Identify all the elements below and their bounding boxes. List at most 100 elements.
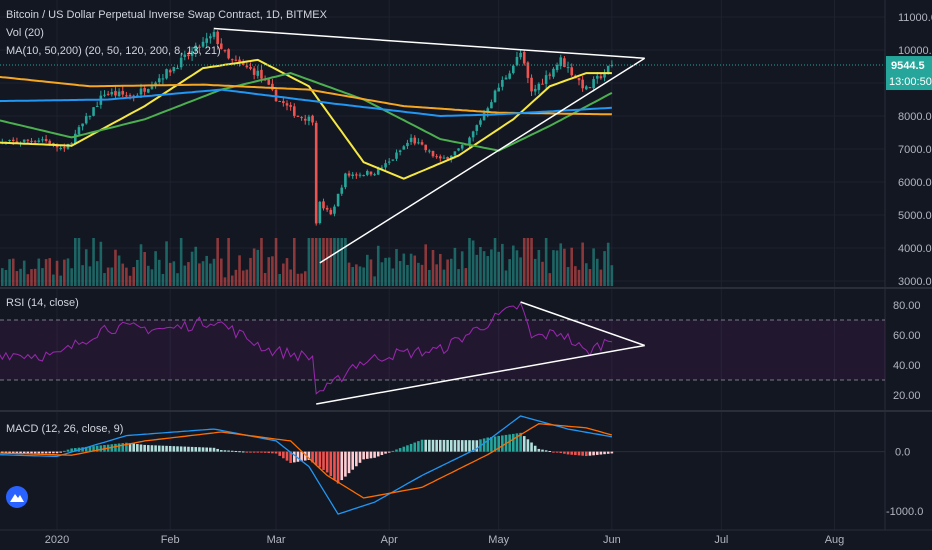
- volume-bar: [227, 238, 230, 286]
- candle-body: [52, 143, 55, 145]
- volume-bar: [566, 267, 570, 286]
- volume-bar: [541, 261, 544, 286]
- macd-histogram-bar: [48, 451, 52, 454]
- last-price-label: 9544.5: [891, 60, 925, 72]
- candle-body: [168, 70, 172, 73]
- tradingview-logo-icon[interactable]: [6, 486, 28, 508]
- candle-body: [344, 173, 347, 188]
- volume-bar: [121, 263, 125, 286]
- macd-histogram-bar: [559, 451, 563, 454]
- macd-histogram-bar: [376, 451, 380, 457]
- volume-bar: [117, 255, 121, 286]
- candle-body: [541, 83, 544, 85]
- candle-body: [329, 209, 333, 215]
- candle-body: [296, 115, 300, 117]
- rsi-tick-label: 60.00: [893, 330, 921, 342]
- macd-histogram-bar: [125, 442, 128, 452]
- volume-bar: [402, 253, 406, 286]
- macd-histogram-bar: [300, 451, 303, 462]
- candle-body: [117, 91, 121, 97]
- macd-histogram-bar: [147, 445, 150, 452]
- macd-histogram-bar: [336, 451, 340, 484]
- macd-legend[interactable]: MACD (12, 26, close, 9): [6, 423, 124, 435]
- candle-body: [139, 88, 143, 95]
- macd-histogram-bar: [230, 450, 234, 452]
- candle-body: [260, 69, 263, 79]
- candle-body: [37, 140, 41, 142]
- candle-body: [223, 50, 227, 52]
- candle-body: [508, 73, 511, 79]
- volume-bar: [369, 259, 373, 286]
- macd-histogram-bar: [176, 446, 179, 452]
- macd-histogram-bar: [446, 439, 449, 452]
- triangle-trendline: [213, 27, 645, 59]
- macd-tick-label: -1000.0: [886, 506, 923, 518]
- macd-histogram-bar: [322, 451, 325, 470]
- volume-bar: [81, 265, 84, 286]
- macd-histogram-bar: [548, 450, 552, 452]
- candle-body: [216, 31, 219, 44]
- countdown-label: 13:00:50: [889, 76, 932, 88]
- macd-histogram-bar: [168, 445, 172, 452]
- volume-bar: [424, 244, 427, 286]
- macd-histogram-bar: [453, 440, 457, 452]
- candle-body: [559, 57, 563, 67]
- candle-body: [358, 174, 362, 176]
- volume-bar: [431, 250, 435, 286]
- volume-bar: [11, 258, 15, 286]
- volume-bar: [26, 274, 30, 286]
- volume-bar: [22, 260, 26, 286]
- volume-bar: [183, 265, 187, 286]
- macd-histogram-bar: [566, 451, 570, 455]
- volume-bar: [52, 274, 55, 286]
- volume-bar: [336, 238, 340, 286]
- candle-body: [340, 187, 344, 194]
- volume-bar: [398, 261, 402, 286]
- macd-histogram-bar: [293, 451, 296, 463]
- candle-body: [157, 78, 161, 83]
- candle-body: [147, 89, 150, 93]
- candle-body: [187, 54, 190, 57]
- macd-histogram-bar: [198, 447, 201, 452]
- candle-body: [406, 142, 409, 147]
- volume-bar: [610, 265, 614, 286]
- macd-histogram-bar: [599, 451, 603, 455]
- candle-body: [293, 106, 296, 116]
- volume-bar: [168, 262, 172, 286]
- volume-bar: [435, 264, 438, 286]
- ma-legend[interactable]: MA(10, 50,200) (20, 50, 120, 200, 8, 13,…: [6, 45, 221, 57]
- candle-body: [431, 150, 435, 157]
- macd-histogram-bar: [519, 432, 522, 452]
- macd-histogram-bar: [241, 451, 245, 453]
- macd-histogram-bar: [11, 451, 15, 454]
- volume-bar: [515, 250, 519, 286]
- candle-body: [577, 77, 581, 81]
- volume-bar: [8, 259, 11, 286]
- volume-bar: [508, 259, 511, 286]
- candle-body: [355, 174, 358, 176]
- volume-bar: [143, 252, 146, 286]
- volume-bar: [460, 251, 464, 286]
- candle-body: [307, 116, 311, 121]
- volume-bar: [325, 238, 329, 286]
- rsi-legend[interactable]: RSI (14, close): [6, 297, 79, 309]
- candle-body: [198, 46, 201, 48]
- macd-histogram-bar: [161, 445, 165, 452]
- volume-bar: [176, 273, 179, 286]
- volume-bar: [548, 273, 552, 286]
- candle-body: [420, 142, 424, 145]
- price-tick-label: 4000.0: [898, 243, 932, 255]
- macd-histogram-bar: [585, 451, 588, 457]
- rsi-tick-label: 80.00: [893, 300, 921, 312]
- macd-histogram-bar: [329, 451, 333, 477]
- candle-body: [581, 79, 584, 89]
- candle-body: [475, 125, 479, 131]
- macd-histogram-bar: [355, 451, 358, 467]
- volume-legend[interactable]: Vol (20): [6, 27, 44, 39]
- candle-body: [44, 138, 48, 141]
- macd-histogram-bar: [121, 443, 125, 452]
- candle-body: [603, 72, 606, 78]
- candle-body: [504, 77, 508, 80]
- volume-bar: [555, 250, 559, 286]
